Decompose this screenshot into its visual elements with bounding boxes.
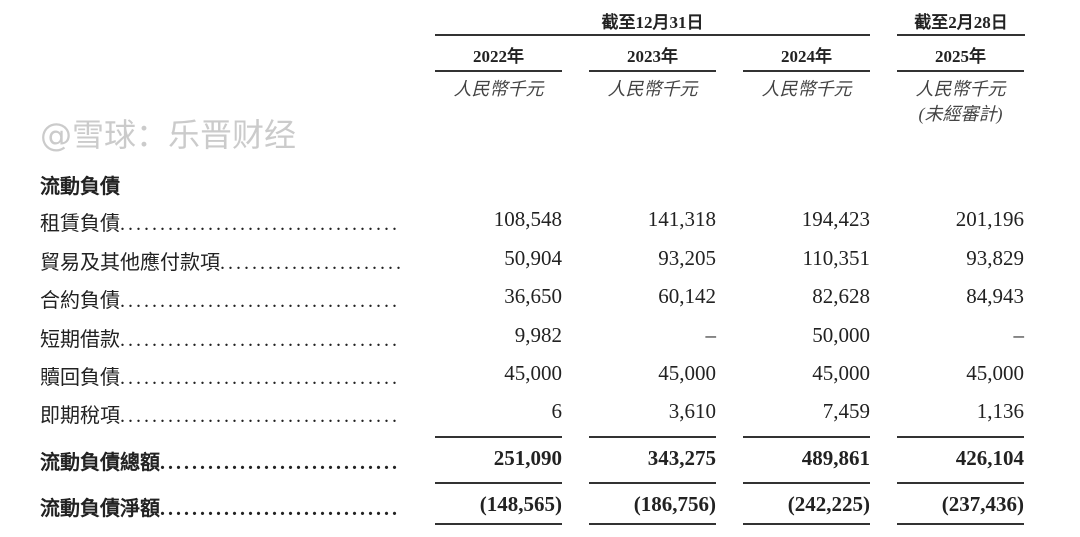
cell-value: 7,459 xyxy=(822,399,870,423)
row-label: 租賃負債....................................… xyxy=(40,207,400,236)
row-label-text: 短期借款 xyxy=(40,329,120,351)
dot-leader: ........................................… xyxy=(120,290,400,312)
section-title: 流動負債 xyxy=(40,176,120,198)
cell-value: (148,565) xyxy=(479,492,562,516)
row-label-text: 貿易及其他應付款項 xyxy=(40,252,220,274)
row-label: 即期稅項....................................… xyxy=(40,399,400,428)
cell-value: 36,650 xyxy=(504,284,562,308)
divider xyxy=(897,523,1024,525)
cell-value: 343,275 xyxy=(647,446,716,470)
dot-leader: ........................................… xyxy=(160,452,400,474)
row-label-text: 合約負債 xyxy=(40,290,120,312)
divider xyxy=(589,436,716,438)
cell-value: 93,205 xyxy=(658,246,716,270)
cell-value: 1,136 xyxy=(976,399,1024,423)
cell-value: 201,196 xyxy=(955,207,1024,231)
header-group-feb28: 截至2月28日 xyxy=(914,13,1008,32)
dot-leader: ........................................… xyxy=(220,252,400,274)
cell-value: 426,104 xyxy=(955,446,1024,470)
cell-value: 45,000 xyxy=(504,361,562,385)
year-header: 2022年 xyxy=(473,47,524,66)
divider xyxy=(897,436,1024,438)
cell-value: 60,142 xyxy=(658,284,716,308)
row-label: 流動負債淨額..................................… xyxy=(40,492,400,521)
divider xyxy=(897,34,1025,36)
row-label-text: 流動負債淨額 xyxy=(40,498,160,520)
row-label-text: 租賃負債 xyxy=(40,213,120,235)
cell-value: 50,000 xyxy=(812,323,870,347)
divider xyxy=(435,436,562,438)
cell-value: (242,225) xyxy=(787,492,870,516)
year-header: 2025年 xyxy=(935,47,986,66)
cell-value: 93,829 xyxy=(966,246,1024,270)
cell-value: 84,943 xyxy=(966,284,1024,308)
cell-value: 194,423 xyxy=(801,207,870,231)
divider xyxy=(589,523,716,525)
unaudited-label: (未經審計) xyxy=(918,104,1003,124)
divider xyxy=(743,482,870,484)
year-header: 2023年 xyxy=(627,47,678,66)
year-header: 2024年 xyxy=(781,47,832,66)
row-label: 短期借款....................................… xyxy=(40,323,400,352)
cell-value: (186,756) xyxy=(633,492,716,516)
unit-label: 人民幣千元 xyxy=(915,79,1006,99)
divider xyxy=(743,523,870,525)
divider xyxy=(435,70,562,72)
cell-value: 110,351 xyxy=(802,246,870,270)
divider xyxy=(435,34,870,36)
row-label: 合約負債....................................… xyxy=(40,284,400,313)
row-label-text: 流動負債總額 xyxy=(40,452,160,474)
row-label-text: 即期稅項 xyxy=(40,405,120,427)
cell-value: 489,861 xyxy=(801,446,870,470)
cell-value: (237,436) xyxy=(941,492,1024,516)
cell-value: 45,000 xyxy=(812,361,870,385)
dot-leader: ........................................… xyxy=(120,367,400,389)
unit-label: 人民幣千元 xyxy=(607,79,698,99)
divider xyxy=(435,482,562,484)
dot-leader: ........................................… xyxy=(120,405,400,427)
divider xyxy=(743,436,870,438)
dot-leader: ........................................… xyxy=(160,498,400,520)
unit-label: 人民幣千元 xyxy=(761,79,852,99)
divider xyxy=(589,482,716,484)
dot-leader: ........................................… xyxy=(120,213,400,235)
row-label: 流動負債總額..................................… xyxy=(40,446,400,475)
cell-value: 3,610 xyxy=(668,399,716,423)
row-label: 贖回負債....................................… xyxy=(40,361,400,390)
cell-value: 108,548 xyxy=(493,207,562,231)
cell-value: 50,904 xyxy=(504,246,562,270)
divider xyxy=(589,70,716,72)
divider xyxy=(743,70,870,72)
cell-value: 9,982 xyxy=(514,323,562,347)
cell-value: 45,000 xyxy=(658,361,716,385)
cell-value: 82,628 xyxy=(812,284,870,308)
unit-label: 人民幣千元 xyxy=(453,79,544,99)
cell-value: 251,090 xyxy=(493,446,562,470)
cell-value: – xyxy=(705,323,717,347)
cell-value: 141,318 xyxy=(647,207,716,231)
row-label: 貿易及其他應付款項...............................… xyxy=(40,246,400,275)
watermark: @雪球：乐晋财经 xyxy=(40,116,297,154)
divider xyxy=(897,70,1024,72)
cell-value: – xyxy=(1013,323,1025,347)
cell-value: 45,000 xyxy=(966,361,1024,385)
header-group-dec31: 截至12月31日 xyxy=(601,13,704,32)
dot-leader: ........................................… xyxy=(120,329,400,351)
divider xyxy=(897,482,1024,484)
row-label-text: 贖回負債 xyxy=(40,367,120,389)
cell-value: 6 xyxy=(551,399,563,423)
divider xyxy=(435,523,562,525)
